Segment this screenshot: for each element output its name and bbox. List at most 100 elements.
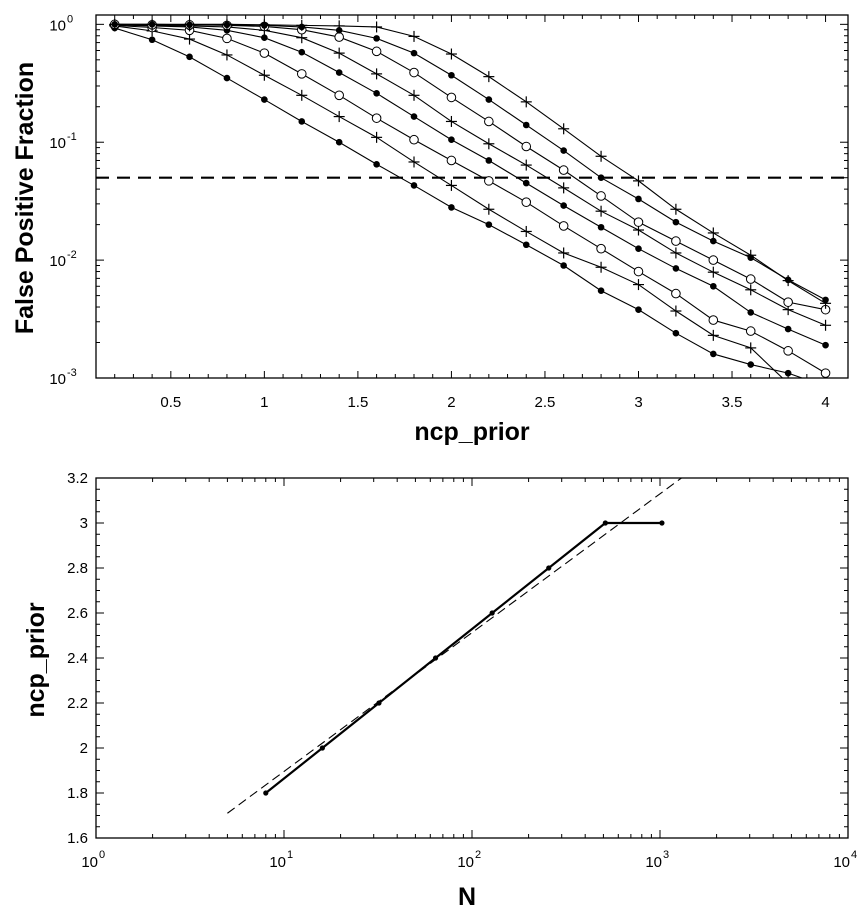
top-y-tick-exponent: -3 xyxy=(67,367,77,379)
data-point-dot xyxy=(261,96,268,103)
top-series-3 xyxy=(109,20,831,378)
data-point-dot xyxy=(223,74,231,82)
bottom-x-tick-labels: 10 0 10 1 10 2 10 3 10 4 xyxy=(81,849,857,871)
data-point-plus xyxy=(408,156,420,168)
bottom-x-tick-exponent: 4 xyxy=(851,849,857,861)
data-point-plus xyxy=(558,123,570,135)
data-point-dot xyxy=(522,121,530,129)
bottom-x-tick-label: 10 0 xyxy=(81,849,105,871)
data-point-plus xyxy=(109,18,121,30)
data-point-plus xyxy=(333,20,345,32)
data-point-plus xyxy=(483,203,495,215)
data-point-plus xyxy=(558,182,570,194)
data-point-dot xyxy=(448,204,455,211)
data-point-plus xyxy=(820,297,832,309)
data-point-plus xyxy=(408,89,420,101)
data-point-dot xyxy=(373,90,380,97)
data-point-open-circle xyxy=(745,274,756,284)
data-point-dot xyxy=(410,49,418,57)
bottom-x-tick-label: 10 4 xyxy=(833,849,857,871)
data-point-plus xyxy=(595,150,607,162)
data-point-plus xyxy=(520,159,532,171)
top-series-line xyxy=(114,27,804,378)
top-x-tick-label: 1 xyxy=(260,394,268,411)
data-point-dot xyxy=(560,262,567,269)
data-point-dot xyxy=(335,138,343,146)
data-point-dot xyxy=(672,218,680,226)
data-point-plus xyxy=(520,225,532,237)
data-point-plus xyxy=(483,71,495,83)
bottom-x-axis-title: N xyxy=(458,883,476,911)
top-y-tick-exponent: -1 xyxy=(67,131,77,143)
top-y-tick-label: 10 -1 xyxy=(49,131,76,152)
data-point-plus xyxy=(408,30,420,42)
data-point-plus xyxy=(707,266,719,278)
data-point-plus xyxy=(595,205,607,217)
data-point-open-circle xyxy=(745,326,756,336)
top-series-line xyxy=(114,23,826,311)
data-point-open-circle xyxy=(334,90,344,101)
top-x-tick-label: 4 xyxy=(821,394,829,411)
data-point-dot xyxy=(822,341,829,349)
data-point-plus xyxy=(445,179,457,191)
data-point-open-circle xyxy=(446,155,457,166)
bottom-x-tick-base: 10 xyxy=(269,854,286,871)
data-point-dot xyxy=(602,520,608,526)
bottom-x-tick-base: 10 xyxy=(833,854,850,871)
data-point-open-circle xyxy=(596,243,606,254)
data-point-plus xyxy=(595,261,607,273)
data-point-plus xyxy=(146,18,158,30)
top-series-line xyxy=(114,24,826,374)
data-point-dot xyxy=(448,71,455,79)
bottom-axis-ticks xyxy=(95,477,849,839)
data-point-plus xyxy=(371,21,383,33)
top-y-tick-base: 10 xyxy=(49,371,66,388)
top-y-tick-base: 10 xyxy=(49,17,66,34)
data-point-dot xyxy=(489,610,495,616)
data-point-plus xyxy=(745,249,757,261)
data-point-dot xyxy=(298,118,306,125)
top-series-5 xyxy=(109,19,832,331)
data-point-plus xyxy=(707,329,719,341)
data-point-open-circle xyxy=(371,46,382,57)
data-point-open-circle xyxy=(446,92,457,103)
top-y-tick-label: 10 -2 xyxy=(49,249,76,270)
data-point-plus xyxy=(632,279,644,291)
top-y-tick-exponent: 0 xyxy=(67,13,73,25)
data-point-dot xyxy=(747,309,755,316)
data-point-plus xyxy=(333,47,345,59)
data-point-plus xyxy=(745,342,757,354)
data-point-dot xyxy=(319,745,325,751)
data-point-plus xyxy=(184,33,196,45)
data-point-open-circle xyxy=(671,236,681,246)
data-point-plus xyxy=(184,18,196,30)
data-point-dot xyxy=(522,179,530,187)
top-x-tick-label: 2 xyxy=(447,394,455,411)
data-point-plus xyxy=(221,49,233,61)
data-point-dot xyxy=(635,306,642,313)
data-point-plus xyxy=(820,319,832,331)
top-series-line xyxy=(114,25,784,378)
data-point-open-circle xyxy=(558,221,569,231)
bottom-y-tick-label: 2.8 xyxy=(67,560,88,577)
data-point-open-circle xyxy=(558,165,569,175)
bottom-x-tick-exponent: 1 xyxy=(287,849,293,861)
data-point-dot xyxy=(546,565,552,571)
bottom-y-tick-label: 2.2 xyxy=(67,695,88,712)
top-series-6 xyxy=(109,19,831,315)
bottom-x-tick-label: 10 1 xyxy=(269,849,293,871)
top-series-8 xyxy=(109,18,832,309)
top-series-group xyxy=(109,18,832,378)
bottom-series-group xyxy=(263,520,665,796)
bottom-x-tick-base: 10 xyxy=(645,854,662,871)
data-point-plus xyxy=(558,247,570,259)
data-point-dot xyxy=(376,700,382,706)
data-point-open-circle xyxy=(596,191,606,201)
data-point-plus xyxy=(483,138,495,150)
data-point-plus xyxy=(258,69,270,81)
data-point-open-circle xyxy=(409,67,419,78)
data-point-dot xyxy=(747,361,755,368)
data-point-plus xyxy=(670,305,682,317)
